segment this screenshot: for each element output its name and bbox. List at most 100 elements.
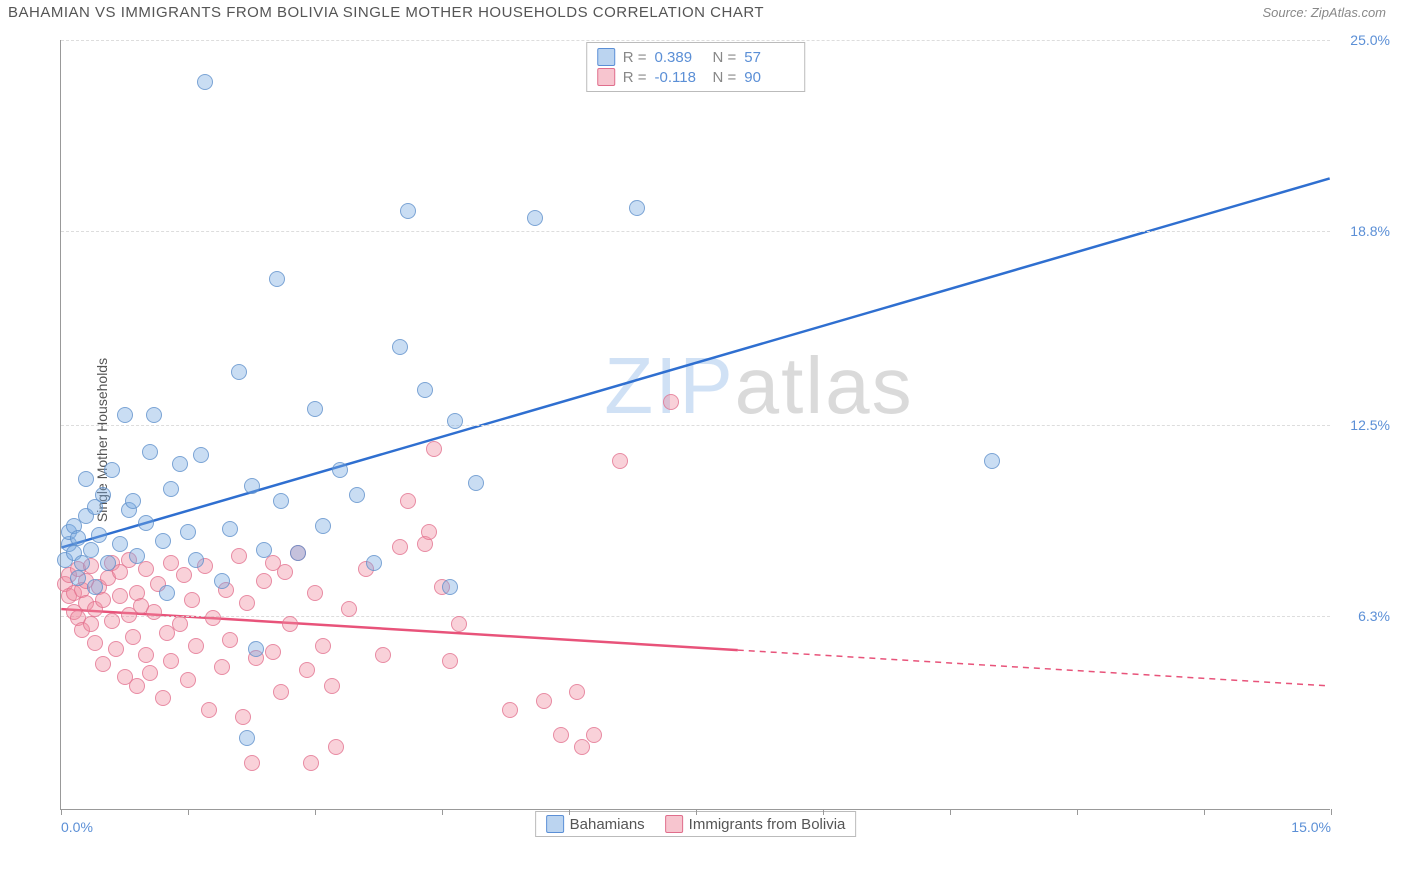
data-point	[239, 730, 255, 746]
data-point	[172, 456, 188, 472]
x-tick	[950, 809, 951, 815]
data-point	[197, 74, 213, 90]
legend-item: Immigrants from Bolivia	[665, 815, 846, 833]
data-point	[125, 493, 141, 509]
data-point	[104, 462, 120, 478]
grid-line	[61, 231, 1330, 232]
data-point	[341, 601, 357, 617]
data-point	[180, 524, 196, 540]
data-point	[366, 555, 382, 571]
data-point	[269, 271, 285, 287]
data-point	[273, 493, 289, 509]
data-point	[129, 678, 145, 694]
data-point	[663, 394, 679, 410]
x-tick	[315, 809, 316, 815]
data-point	[417, 382, 433, 398]
data-point	[315, 638, 331, 654]
data-point	[112, 588, 128, 604]
data-point	[248, 641, 264, 657]
data-point	[146, 604, 162, 620]
data-point	[78, 471, 94, 487]
data-point	[629, 200, 645, 216]
data-point	[239, 595, 255, 611]
legend-label: Immigrants from Bolivia	[689, 816, 846, 833]
swatch-icon	[597, 48, 615, 66]
data-point	[536, 693, 552, 709]
data-point	[180, 672, 196, 688]
x-tick	[61, 809, 62, 815]
r-label: R =	[623, 49, 647, 66]
data-point	[117, 407, 133, 423]
data-point	[138, 515, 154, 531]
data-point	[502, 702, 518, 718]
data-point	[235, 709, 251, 725]
data-point	[442, 579, 458, 595]
data-point	[205, 610, 221, 626]
legend-label: Bahamians	[570, 816, 645, 833]
x-tick	[823, 809, 824, 815]
data-point	[303, 755, 319, 771]
data-point	[184, 592, 200, 608]
data-point	[984, 453, 1000, 469]
x-tick	[442, 809, 443, 815]
data-point	[421, 524, 437, 540]
y-tick-label: 18.8%	[1350, 223, 1390, 239]
swatch-icon	[665, 815, 683, 833]
watermark: ZIPatlas	[604, 340, 913, 432]
swatch-icon	[546, 815, 564, 833]
data-point	[553, 727, 569, 743]
correlation-stat-box: R =0.389N =57R =-0.118N =90	[586, 42, 806, 92]
data-point	[290, 545, 306, 561]
data-point	[256, 542, 272, 558]
data-point	[70, 530, 86, 546]
data-point	[349, 487, 365, 503]
data-point	[83, 616, 99, 632]
data-point	[307, 585, 323, 601]
data-point	[332, 462, 348, 478]
grid-line	[61, 616, 1330, 617]
data-point	[214, 659, 230, 675]
x-tick	[1077, 809, 1078, 815]
data-point	[104, 613, 120, 629]
data-point	[256, 573, 272, 589]
data-point	[244, 478, 260, 494]
data-point	[231, 548, 247, 564]
data-point	[87, 635, 103, 651]
data-point	[569, 684, 585, 700]
data-point	[100, 555, 116, 571]
data-point	[91, 527, 107, 543]
r-label: R =	[623, 69, 647, 86]
data-point	[222, 521, 238, 537]
plot-area: ZIPatlas R =0.389N =57R =-0.118N =90 Bah…	[60, 40, 1330, 810]
n-label: N =	[713, 69, 737, 86]
x-tick	[188, 809, 189, 815]
data-point	[426, 441, 442, 457]
data-point	[392, 339, 408, 355]
data-point	[159, 585, 175, 601]
data-point	[273, 684, 289, 700]
data-point	[315, 518, 331, 534]
data-point	[307, 401, 323, 417]
data-point	[400, 203, 416, 219]
data-point	[214, 573, 230, 589]
data-point	[231, 364, 247, 380]
data-point	[155, 690, 171, 706]
stat-row: R =-0.118N =90	[597, 67, 795, 87]
y-tick-label: 12.5%	[1350, 417, 1390, 433]
data-point	[265, 644, 281, 660]
data-point	[95, 487, 111, 503]
data-point	[163, 481, 179, 497]
data-point	[163, 653, 179, 669]
grid-line	[61, 40, 1330, 41]
swatch-icon	[597, 68, 615, 86]
data-point	[324, 678, 340, 694]
data-point	[201, 702, 217, 718]
data-point	[188, 638, 204, 654]
data-point	[277, 564, 293, 580]
data-point	[188, 552, 204, 568]
data-point	[527, 210, 543, 226]
legend-item: Bahamians	[546, 815, 645, 833]
data-point	[392, 539, 408, 555]
watermark-right: atlas	[735, 341, 914, 430]
x-tick	[1331, 809, 1332, 815]
